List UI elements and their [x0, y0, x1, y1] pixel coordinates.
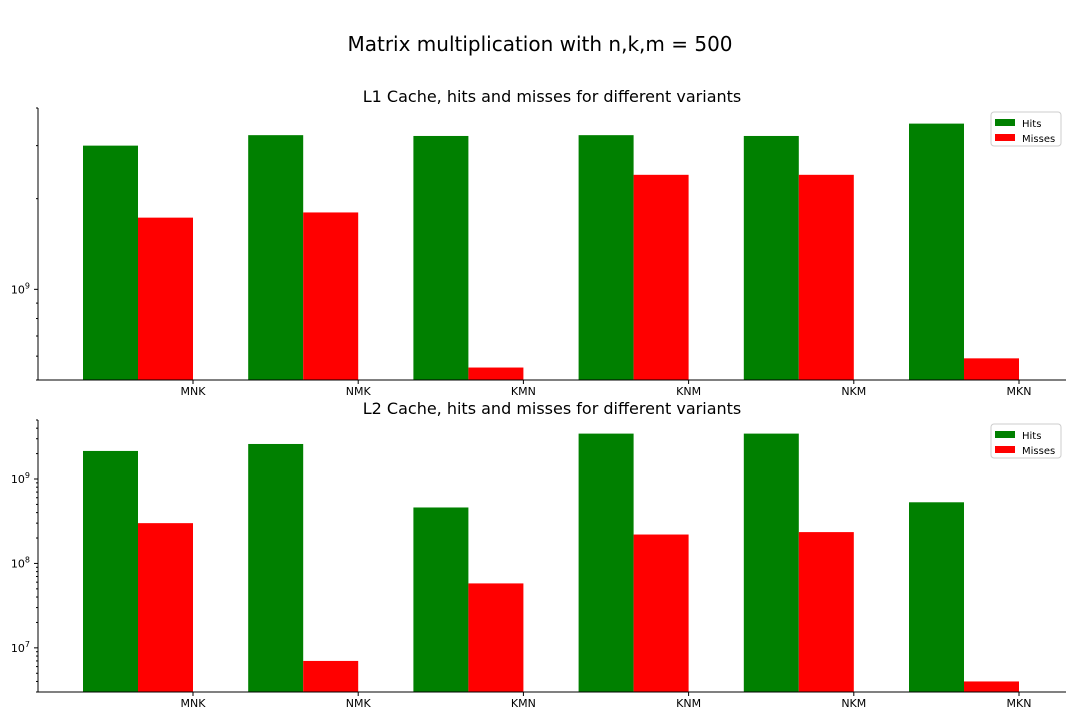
bar-misses-mkn — [964, 358, 1019, 380]
bar-hits-knm — [578, 433, 634, 692]
bar-hits-mkn — [909, 502, 964, 692]
panel-title: L1 Cache, hits and misses for different … — [363, 87, 742, 106]
panels: L1 Cache, hits and misses for different … — [11, 87, 1066, 710]
y-tick-label: 107 — [11, 640, 30, 655]
y-tick-label: 108 — [11, 555, 30, 570]
x-tick-label: KNM — [676, 697, 701, 710]
panel-2: L2 Cache, hits and misses for different … — [11, 399, 1066, 710]
bar-misses-knm — [633, 174, 689, 380]
bar-hits-nkm — [743, 135, 799, 380]
bar-hits-knm — [578, 135, 634, 380]
x-tick-label: NMK — [346, 385, 372, 398]
legend: Hits Misses — [990, 423, 1062, 459]
x-tick-label: NKM — [841, 385, 866, 398]
bar-hits-nmk — [248, 135, 304, 380]
x-tick-label: MNK — [181, 697, 207, 710]
figure-title: Matrix multiplication with n,k,m = 500 — [347, 32, 732, 56]
bar-misses-nmk — [303, 212, 359, 380]
legend: Hits Misses — [990, 111, 1062, 147]
bar-hits-nkm — [743, 433, 799, 692]
legend-swatch-misses — [995, 446, 1015, 453]
y-tick-label: 109 — [11, 471, 30, 486]
panel-title: L2 Cache, hits and misses for different … — [363, 399, 742, 418]
bar-hits-mnk — [83, 450, 138, 692]
x-tick-label: KNM — [676, 385, 701, 398]
x-tick-label: NKM — [841, 697, 866, 710]
x-tick-label: MKN — [1007, 697, 1032, 710]
x-tick-label: KMN — [511, 697, 536, 710]
x-tick-label: MKN — [1007, 385, 1032, 398]
x-tick-label: MNK — [181, 385, 207, 398]
x-tick-label: KMN — [511, 385, 536, 398]
bar-misses-kmn — [468, 367, 524, 380]
bar-hits-mnk — [83, 145, 138, 380]
legend-swatch-hits — [995, 119, 1015, 126]
legend-label-hits: Hits — [1022, 119, 1041, 130]
bar-hits-kmn — [413, 135, 469, 380]
panel-1: L1 Cache, hits and misses for different … — [11, 87, 1066, 398]
bar-misses-mnk — [138, 523, 193, 692]
legend-swatch-hits — [995, 431, 1015, 438]
bar-hits-nmk — [248, 443, 304, 692]
legend-label-misses: Misses — [1022, 446, 1055, 457]
bar-hits-kmn — [413, 507, 469, 692]
bar-misses-kmn — [468, 583, 524, 692]
legend-label-misses: Misses — [1022, 134, 1055, 145]
legend-label-hits: Hits — [1022, 431, 1041, 442]
bar-misses-mnk — [138, 217, 193, 380]
legend-swatch-misses — [995, 134, 1015, 141]
bar-hits-mkn — [909, 123, 964, 380]
x-tick-label: NMK — [346, 697, 372, 710]
bar-misses-knm — [633, 534, 689, 692]
y-tick-label: 109 — [11, 281, 30, 296]
bar-misses-nkm — [798, 174, 854, 380]
bar-misses-nkm — [798, 532, 854, 692]
bar-misses-mkn — [964, 681, 1019, 692]
bar-misses-nmk — [303, 660, 359, 692]
